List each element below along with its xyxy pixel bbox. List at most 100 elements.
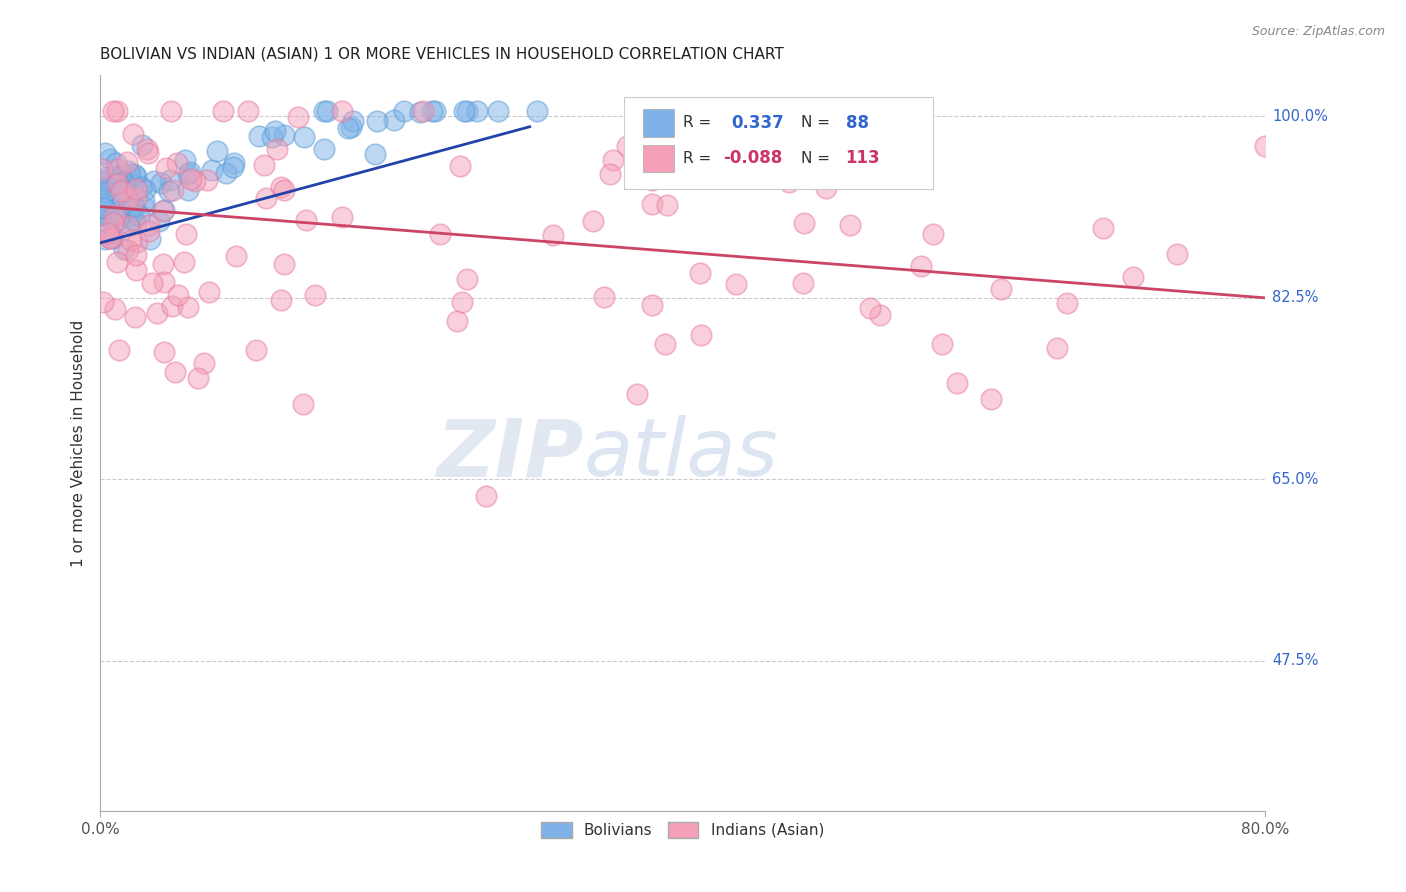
Point bbox=[132, 200, 155, 214]
Point bbox=[330, 104, 353, 119]
Point bbox=[270, 180, 292, 194]
Point bbox=[124, 199, 146, 213]
Point bbox=[125, 191, 148, 205]
FancyBboxPatch shape bbox=[643, 110, 675, 136]
Point bbox=[131, 137, 153, 152]
Point bbox=[96, 170, 118, 185]
Point bbox=[94, 146, 117, 161]
Point bbox=[304, 288, 326, 302]
Point bbox=[91, 208, 114, 222]
Point bbox=[921, 227, 943, 241]
Text: N =: N = bbox=[801, 151, 831, 166]
Point bbox=[641, 172, 664, 186]
Point bbox=[177, 167, 200, 181]
Point bbox=[363, 147, 385, 161]
Point bbox=[97, 226, 120, 240]
Point bbox=[107, 212, 129, 227]
Point bbox=[91, 294, 114, 309]
Point bbox=[129, 179, 152, 194]
Point bbox=[114, 184, 136, 198]
Point bbox=[602, 153, 624, 167]
Point bbox=[446, 314, 468, 328]
Point bbox=[125, 216, 148, 230]
Point bbox=[141, 276, 163, 290]
Point bbox=[330, 210, 353, 224]
Point bbox=[120, 234, 142, 248]
Point bbox=[456, 271, 478, 285]
Point bbox=[526, 104, 548, 119]
Point bbox=[287, 110, 309, 124]
Point bbox=[382, 113, 405, 128]
Point bbox=[222, 160, 245, 174]
Point bbox=[195, 172, 218, 186]
Text: 0.337: 0.337 bbox=[731, 114, 785, 132]
Point bbox=[990, 282, 1012, 296]
Point bbox=[173, 255, 195, 269]
Point bbox=[117, 193, 139, 207]
Point bbox=[162, 183, 184, 197]
Point bbox=[236, 104, 259, 119]
Point bbox=[98, 231, 121, 245]
Point bbox=[449, 159, 471, 173]
Point bbox=[312, 142, 335, 156]
Point bbox=[117, 163, 139, 178]
Point bbox=[152, 204, 174, 219]
Point bbox=[90, 161, 112, 176]
Point bbox=[599, 168, 621, 182]
Point bbox=[336, 121, 359, 136]
Point bbox=[392, 104, 415, 119]
Point bbox=[626, 387, 648, 401]
Point bbox=[138, 224, 160, 238]
Text: 82.5%: 82.5% bbox=[1272, 291, 1319, 305]
Point bbox=[253, 158, 276, 172]
Point bbox=[314, 104, 336, 119]
Text: Source: ZipAtlas.com: Source: ZipAtlas.com bbox=[1251, 25, 1385, 38]
Point bbox=[1253, 138, 1275, 153]
Text: R =: R = bbox=[682, 151, 711, 166]
Point bbox=[107, 189, 129, 203]
Point bbox=[176, 183, 198, 197]
Point bbox=[409, 105, 432, 120]
Point bbox=[180, 172, 202, 186]
Point bbox=[104, 302, 127, 317]
Point bbox=[98, 209, 121, 223]
Point bbox=[115, 169, 138, 184]
Point bbox=[105, 104, 128, 119]
Point bbox=[931, 336, 953, 351]
Point bbox=[793, 216, 815, 230]
Point bbox=[125, 235, 148, 250]
Point bbox=[111, 191, 134, 205]
Point bbox=[136, 142, 159, 156]
Point bbox=[177, 300, 200, 314]
Point bbox=[125, 263, 148, 277]
Point bbox=[198, 285, 221, 300]
Point bbox=[107, 177, 129, 191]
Point bbox=[980, 392, 1002, 406]
Point bbox=[124, 167, 146, 181]
Point bbox=[138, 218, 160, 232]
Point bbox=[157, 184, 180, 198]
Point bbox=[453, 104, 475, 119]
Point bbox=[146, 306, 169, 320]
Point bbox=[174, 153, 197, 168]
Point bbox=[465, 104, 488, 119]
Point bbox=[475, 489, 498, 503]
Point bbox=[121, 199, 143, 213]
FancyBboxPatch shape bbox=[643, 145, 675, 172]
Point bbox=[108, 169, 131, 184]
Point bbox=[132, 194, 155, 208]
Point bbox=[117, 209, 139, 223]
Point bbox=[184, 174, 207, 188]
Point bbox=[125, 248, 148, 262]
Text: 65.0%: 65.0% bbox=[1272, 472, 1319, 487]
Point bbox=[160, 104, 183, 119]
Point bbox=[107, 343, 129, 358]
Point bbox=[150, 177, 173, 191]
Point bbox=[110, 184, 132, 198]
Point bbox=[94, 186, 117, 200]
Point bbox=[153, 275, 176, 289]
Point bbox=[266, 142, 288, 156]
Point bbox=[215, 165, 238, 179]
Point bbox=[689, 327, 711, 342]
Point bbox=[659, 165, 682, 179]
